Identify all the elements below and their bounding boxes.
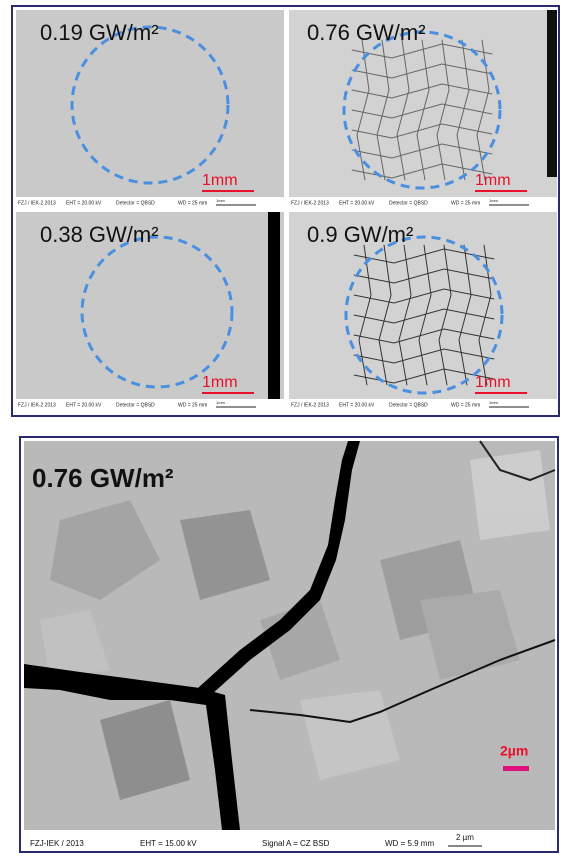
detail-label: 0.76 GW/m² (32, 463, 174, 493)
footer-bar-label: 1mm (489, 198, 499, 203)
detail-footer-text: EHT = 15.00 kV (140, 839, 197, 848)
detail-scale-label: 2µm (500, 743, 528, 759)
footer-text: Detector = QBSD (389, 200, 428, 206)
footer-text: FZJ / IEK-2 2013 (291, 402, 329, 408)
footer-bar-label: 1mm (489, 400, 499, 405)
footer-text: WD = 25 mm (178, 402, 207, 408)
figure: 0.19 GW/m² 1mm FZJ / IEK-2 2013 EHT = 20.00… (0, 0, 562, 856)
footer-text: WD = 25 mm (178, 200, 207, 206)
detail-footer-text: WD = 5.9 mm (385, 839, 434, 848)
panel-label: 0.38 GW/m² (40, 222, 159, 247)
footer-text: Detector = QBSD (116, 200, 155, 206)
footer-text: FZJ / IEK-2 2013 (291, 200, 329, 206)
detail-scale-bar (503, 766, 529, 771)
footer-bar-label: 1mm (216, 198, 226, 203)
footer-text: EHT = 20.00 kV (66, 200, 102, 206)
footer-text: EHT = 20.00 kV (339, 200, 375, 206)
page: 0.19 GW/m² 1mm FZJ / IEK-2 2013 EHT = 20.00… (0, 0, 562, 856)
panel-label: 0.19 GW/m² (40, 20, 159, 45)
detail-footer-text: FZJ-IEK / 2013 (30, 839, 84, 848)
footer-text: WD = 25 mm (451, 200, 480, 206)
edge (268, 212, 280, 399)
footer-text: EHT = 20.00 kV (339, 402, 375, 408)
edge (547, 10, 557, 177)
scale-label: 1mm (475, 172, 511, 189)
footer-text: WD = 25 mm (451, 402, 480, 408)
footer-text: FZJ / IEK-2 2013 (18, 200, 56, 206)
scale-label: 1mm (202, 172, 238, 189)
detail-footer-bar-label: 2 µm (456, 833, 474, 842)
footer-text: FZJ / IEK-2 2013 (18, 402, 56, 408)
panel-label: 0.9 GW/m² (307, 222, 413, 247)
detail-footer-text: Signal A = CZ BSD (262, 839, 330, 848)
scale-label: 1mm (475, 374, 511, 391)
footer-text: Detector = QBSD (389, 402, 428, 408)
scale-label: 1mm (202, 374, 238, 391)
footer-text: Detector = QBSD (116, 402, 155, 408)
footer-bar-label: 1mm (216, 400, 226, 405)
panel-label: 0.76 GW/m² (307, 20, 426, 45)
footer-text: EHT = 20.00 kV (66, 402, 102, 408)
